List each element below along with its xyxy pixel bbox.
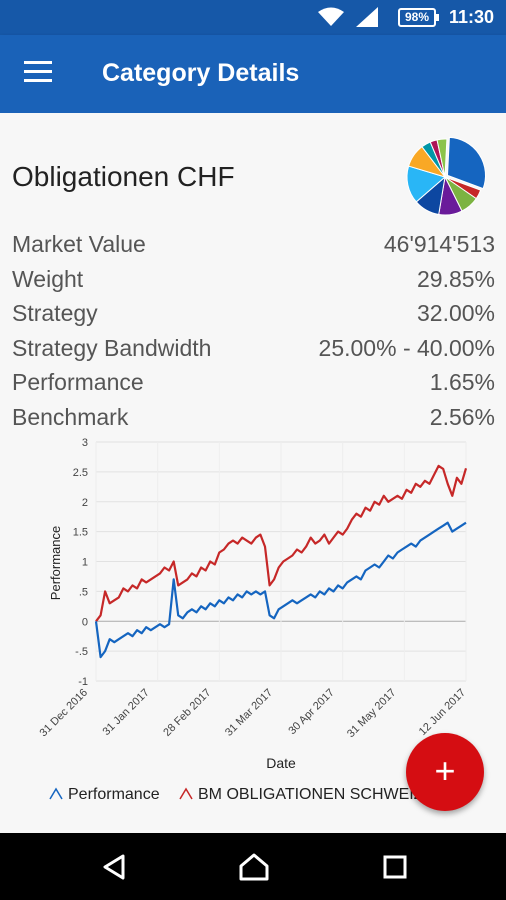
detail-label: Strategy Bandwidth [12,334,212,361]
legend-benchmark-icon [179,787,193,800]
detail-label: Performance [12,369,144,395]
performance-line-chart: -1 -.5 0 .5 1 1.5 2 2.5 3 31 Dec 2016 31 Jan 2017… [38,437,469,803]
detail-row-benchmark: Benchmark 2.56% [12,404,495,439]
x-tick-label: 30 Apr 2017 [286,687,336,737]
x-tick-label: 31 Dec 2016 [38,687,91,740]
status-bar: 98% 11:30 [0,0,506,35]
detail-label: Benchmark [12,403,129,430]
series-line-performance [94,521,467,659]
detail-value: 29.85% [416,265,495,292]
detail-row-strategy-bandwidth: Strategy Bandwidth 25.00% - 40.00% [12,335,495,370]
pie-slice [436,138,448,178]
hamburger-menu-icon[interactable] [24,61,54,87]
x-axis-label: Date [266,755,296,771]
legend-performance-label: Performance [68,786,160,803]
y-tick-label: -.5 [75,646,88,658]
y-tick-label: 1 [82,557,88,569]
detail-row-market-value: Market Value 46'914'513 [12,231,495,266]
details-list: Market Value 46'914'513 Weight 29.85% Stra… [12,231,495,438]
app-bar: Category Details [0,35,506,113]
y-tick-label: 1.5 [73,527,88,539]
page-title: Category Details [102,59,300,87]
allocation-pie-chart [406,136,486,216]
detail-row-weight: Weight 29.85% [12,266,495,301]
x-tick-label: 31 Jan 2017 [100,687,151,738]
x-tick-label: 28 Feb 2017 [161,687,213,739]
system-nav-bar [0,833,506,900]
home-icon[interactable] [238,852,270,882]
category-name: Obligationen CHF [12,161,235,192]
x-tick-label: 31 Mar 2017 [223,687,275,739]
legend-benchmark-label: BM OBLIGATIONEN SCHWEIZ [198,786,424,803]
x-tick-label: 31 May 2017 [345,687,398,740]
detail-value: 2.56% [429,403,495,430]
detail-label: Weight [12,265,84,292]
clock: 11:30 [448,7,494,27]
y-axis-label: Performance [48,526,63,600]
y-tick-label: .5 [79,586,88,598]
detail-value: 1.65% [429,369,495,395]
x-tick-label: 12 Jun 2017 [417,687,468,738]
detail-value: 32.00% [416,300,495,326]
y-tick-label: 2.5 [73,467,88,479]
y-tick-label: 3 [82,437,88,449]
y-tick-label: -1 [78,676,88,688]
legend: Performance BM OBLIGATIONEN SCHWEIZ [49,786,424,803]
wifi-icon [318,7,344,26]
add-button[interactable]: + [406,733,484,811]
detail-row-performance: Performance 1.65% [12,369,495,404]
detail-value: 25.00% - 40.00% [318,334,495,361]
signal-icon [356,7,378,27]
y-tick-label: 0 [82,616,88,628]
detail-value: 46'914'513 [383,231,495,257]
detail-label: Market Value [12,231,146,257]
recents-icon[interactable] [381,853,409,881]
y-tick-label: 2 [82,497,88,509]
pie-slice [446,136,486,190]
back-icon[interactable] [101,853,127,881]
detail-row-strategy: Strategy 32.00% [12,300,495,335]
main-content: Obligationen CHF Market Value 46'914'513 … [0,113,506,833]
legend-performance-icon [49,787,63,800]
battery-icon: 98% [398,8,439,27]
series-line-bm-obligationen-schweiz [95,464,468,622]
detail-label: Strategy [12,300,98,326]
